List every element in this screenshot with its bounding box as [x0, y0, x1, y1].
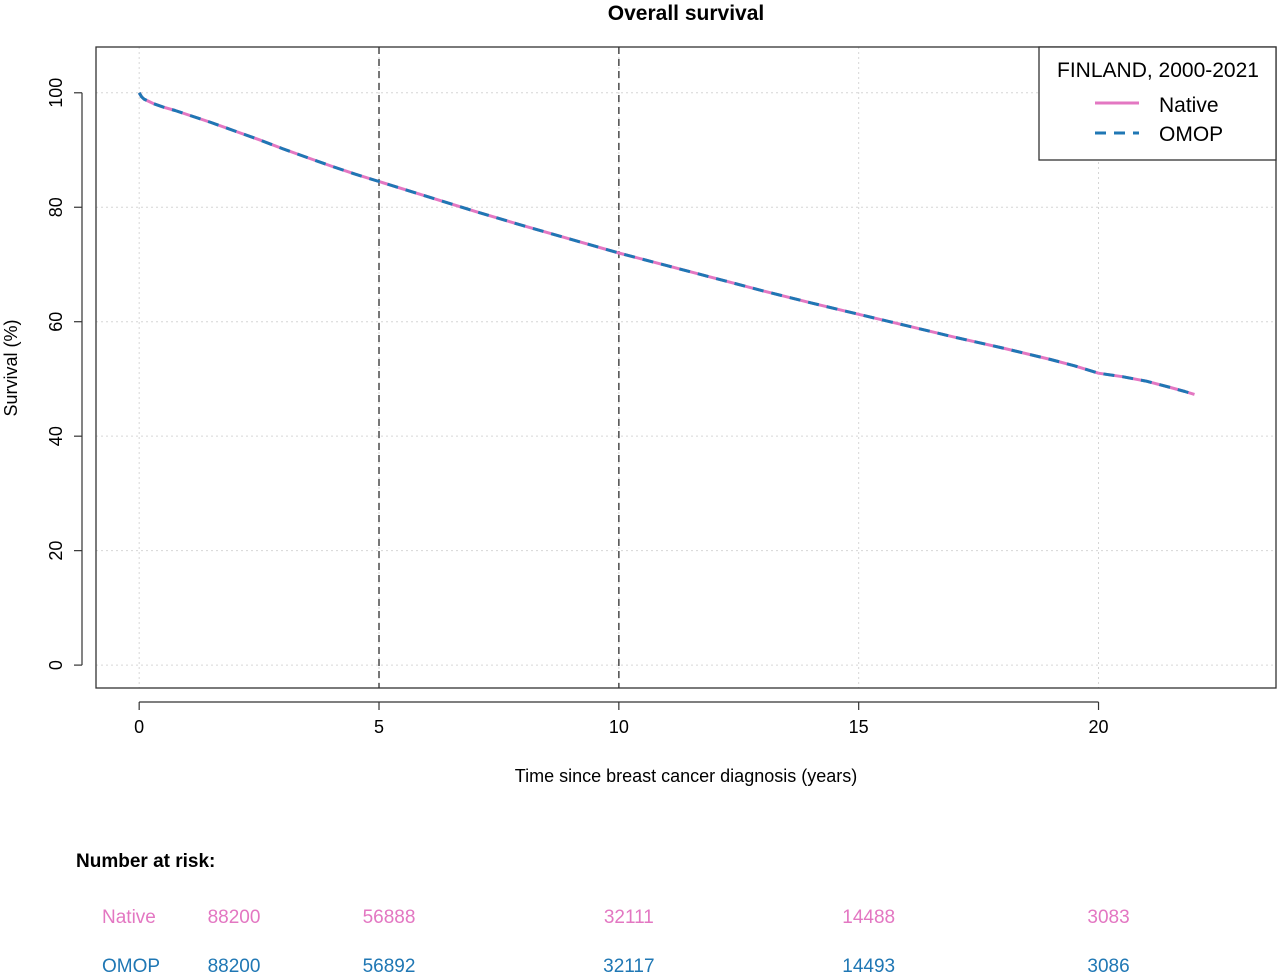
x-tick-label-0: 0	[134, 717, 144, 737]
risk-count-native-1: 56888	[363, 907, 416, 928]
y-axis: 0 20 40 60 80 100	[46, 78, 83, 670]
risk-table: Number at risk: Native 88200 56888 32111 144…	[76, 851, 1130, 977]
x-tick-label-3: 15	[849, 717, 869, 737]
y-tick-label-2: 40	[46, 426, 66, 446]
chart-title: Overall survival	[608, 2, 764, 25]
risk-row-label-omop: OMOP	[102, 956, 160, 977]
risk-row-label-native: Native	[102, 907, 156, 928]
y-tick-label-1: 20	[46, 541, 66, 561]
y-axis-label: Survival (%)	[1, 319, 21, 416]
risk-count-omop-2: 32117	[603, 956, 654, 977]
x-tick-label-2: 10	[609, 717, 629, 737]
risk-count-native-3: 14488	[842, 907, 895, 928]
risk-count-omop-0: 88200	[208, 956, 261, 977]
risk-count-native-0: 88200	[208, 907, 261, 928]
x-axis: 0 5 10 15 20	[134, 701, 1109, 737]
legend-title: FINLAND, 2000-2021	[1057, 59, 1259, 82]
series-line-native	[137, 92, 1195, 396]
legend-label-native: Native	[1159, 94, 1219, 117]
legend: FINLAND, 2000-2021 Native OMOP	[1038, 46, 1277, 161]
x-tick-label-4: 20	[1089, 717, 1109, 737]
series-lines	[137, 92, 1195, 396]
y-tick-label-5: 100	[46, 78, 66, 108]
risk-count-native-4: 3083	[1087, 907, 1129, 928]
y-tick-label-0: 0	[46, 660, 66, 670]
series-line-omop	[137, 92, 1195, 396]
x-tick-label-1: 5	[374, 717, 384, 737]
y-tick-label-3: 60	[46, 312, 66, 332]
risk-count-native-2: 32111	[604, 907, 654, 928]
risk-count-omop-1: 56892	[363, 956, 416, 977]
risk-count-omop-4: 3086	[1087, 956, 1129, 977]
legend-label-omop: OMOP	[1159, 123, 1223, 146]
reference-lines	[378, 47, 620, 688]
risk-count-omop-3: 14493	[842, 956, 895, 977]
y-tick-label-4: 80	[46, 197, 66, 217]
legend-box	[1038, 46, 1277, 161]
risk-table-heading: Number at risk:	[76, 851, 215, 872]
plot-frame	[95, 46, 1277, 689]
x-axis-label: Time since breast cancer diagnosis (year…	[515, 766, 857, 786]
grid	[96, 47, 1276, 688]
